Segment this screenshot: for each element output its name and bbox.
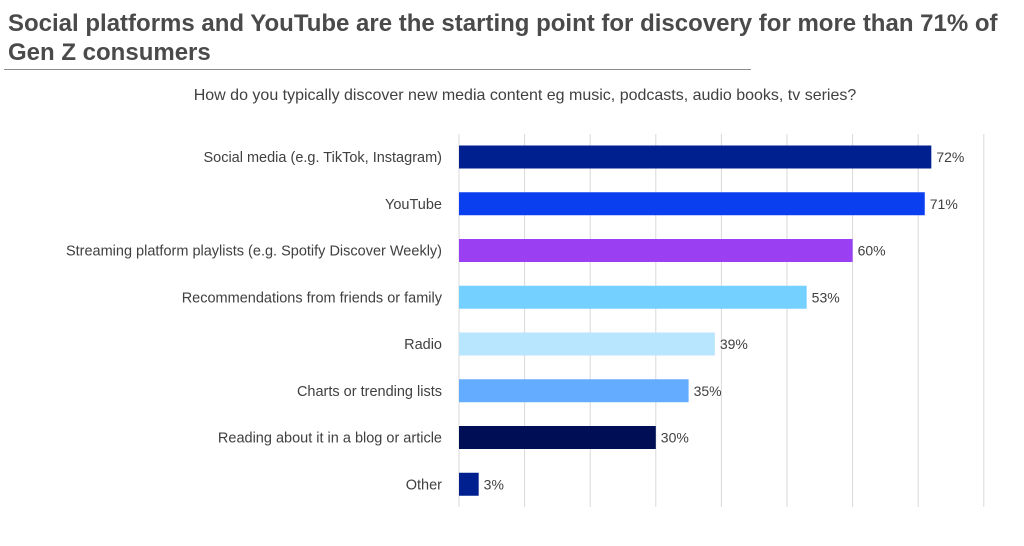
value-label: 30% — [661, 430, 689, 446]
category-label: Reading about it in a blog or article — [218, 431, 442, 447]
page-title: Social platforms and YouTube are the sta… — [8, 10, 998, 66]
bar — [459, 332, 715, 356]
chart-value-labels: 72% 71% 60% 53% 39% 35% 30% 3% — [484, 149, 965, 492]
value-label: 53% — [812, 289, 840, 305]
bar — [459, 239, 853, 262]
category-label: Radio — [404, 337, 442, 353]
chart-category-labels: Social media (e.g. TikTok, Instagram) You… — [66, 150, 443, 493]
value-label: 60% — [858, 243, 886, 259]
chart-bars — [459, 145, 932, 496]
bar — [459, 472, 479, 496]
category-label: Charts or trending lists — [297, 384, 442, 400]
title-divider — [4, 69, 751, 70]
category-label: YouTube — [385, 197, 442, 213]
value-label: 72% — [936, 149, 964, 165]
value-label: 39% — [720, 336, 748, 352]
bar — [459, 192, 925, 216]
value-label: 71% — [930, 196, 958, 212]
bar — [459, 379, 689, 403]
value-label: 3% — [484, 476, 504, 492]
category-label: Social media (e.g. TikTok, Instagram) — [203, 150, 442, 166]
bar — [459, 145, 932, 169]
value-label: 35% — [694, 383, 722, 399]
chart-title: How do you typically discover new media … — [193, 87, 857, 104]
category-label: Other — [406, 477, 442, 493]
bar — [459, 426, 656, 449]
category-label: Recommendations from friends or family — [182, 290, 443, 306]
chart-gridlines — [458, 134, 985, 507]
bar — [459, 285, 807, 309]
category-label: Streaming platform playlists (e.g. Spoti… — [66, 244, 442, 260]
